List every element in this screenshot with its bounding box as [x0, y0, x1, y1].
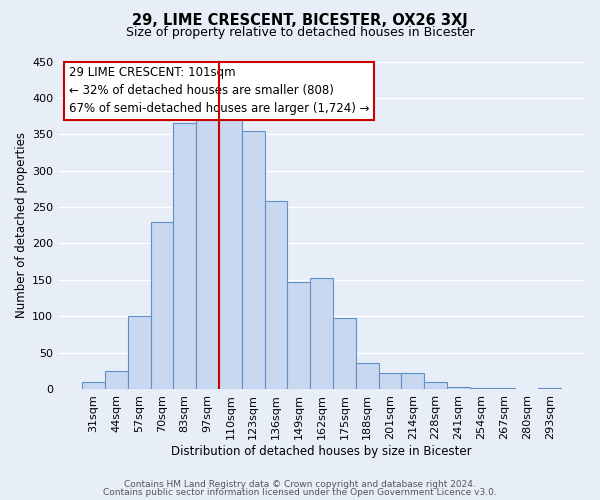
Bar — [401, 373, 424, 389]
Bar — [470, 388, 493, 389]
Bar — [287, 282, 310, 389]
Bar — [128, 316, 151, 389]
Text: Contains HM Land Registry data © Crown copyright and database right 2024.: Contains HM Land Registry data © Crown c… — [124, 480, 476, 489]
X-axis label: Distribution of detached houses by size in Bicester: Distribution of detached houses by size … — [171, 444, 472, 458]
Bar — [173, 124, 196, 389]
Bar — [493, 388, 515, 389]
Y-axis label: Number of detached properties: Number of detached properties — [15, 132, 28, 318]
Bar — [196, 120, 219, 389]
Bar — [242, 130, 265, 389]
Bar — [219, 118, 242, 389]
Bar — [310, 278, 333, 389]
Bar — [447, 387, 470, 389]
Bar — [265, 201, 287, 389]
Text: 29 LIME CRESCENT: 101sqm
← 32% of detached houses are smaller (808)
67% of semi-: 29 LIME CRESCENT: 101sqm ← 32% of detach… — [68, 66, 369, 116]
Bar — [538, 388, 561, 389]
Bar — [424, 382, 447, 389]
Bar — [379, 373, 401, 389]
Text: Contains public sector information licensed under the Open Government Licence v3: Contains public sector information licen… — [103, 488, 497, 497]
Bar — [356, 364, 379, 389]
Bar — [333, 318, 356, 389]
Bar — [105, 371, 128, 389]
Bar — [151, 222, 173, 389]
Bar — [82, 382, 105, 389]
Text: Size of property relative to detached houses in Bicester: Size of property relative to detached ho… — [125, 26, 475, 39]
Text: 29, LIME CRESCENT, BICESTER, OX26 3XJ: 29, LIME CRESCENT, BICESTER, OX26 3XJ — [132, 12, 468, 28]
